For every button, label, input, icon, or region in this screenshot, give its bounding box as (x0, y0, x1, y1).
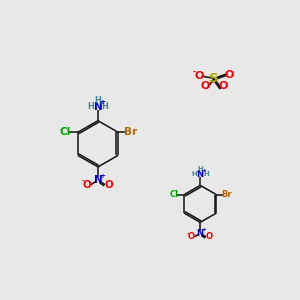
Text: +: + (99, 173, 105, 179)
Text: H: H (101, 102, 108, 111)
Text: -: - (209, 79, 212, 88)
Text: N: N (197, 169, 204, 178)
Text: H: H (197, 166, 203, 172)
Text: N: N (94, 175, 102, 185)
Text: H: H (88, 102, 94, 111)
Text: -: - (187, 231, 189, 236)
Text: H: H (203, 171, 209, 177)
Text: Br: Br (124, 127, 137, 137)
Text: S: S (209, 72, 219, 85)
Text: Br: Br (221, 190, 232, 199)
Text: -: - (193, 68, 196, 77)
Text: O: O (194, 71, 204, 81)
Text: O: O (188, 232, 195, 242)
Text: O: O (83, 180, 92, 190)
Text: O: O (224, 70, 234, 80)
Text: O: O (206, 232, 213, 242)
Text: +: + (100, 99, 106, 105)
Text: O: O (218, 81, 227, 91)
Text: H: H (94, 96, 101, 105)
Text: Cl: Cl (60, 127, 71, 137)
Text: -: - (82, 178, 85, 184)
Text: H: H (192, 171, 197, 177)
Text: O: O (201, 81, 210, 91)
Text: N: N (197, 229, 204, 238)
Text: O: O (104, 180, 113, 190)
Text: N: N (94, 102, 102, 112)
Text: +: + (201, 227, 206, 232)
Text: Cl: Cl (169, 190, 178, 199)
Text: +: + (202, 168, 206, 173)
